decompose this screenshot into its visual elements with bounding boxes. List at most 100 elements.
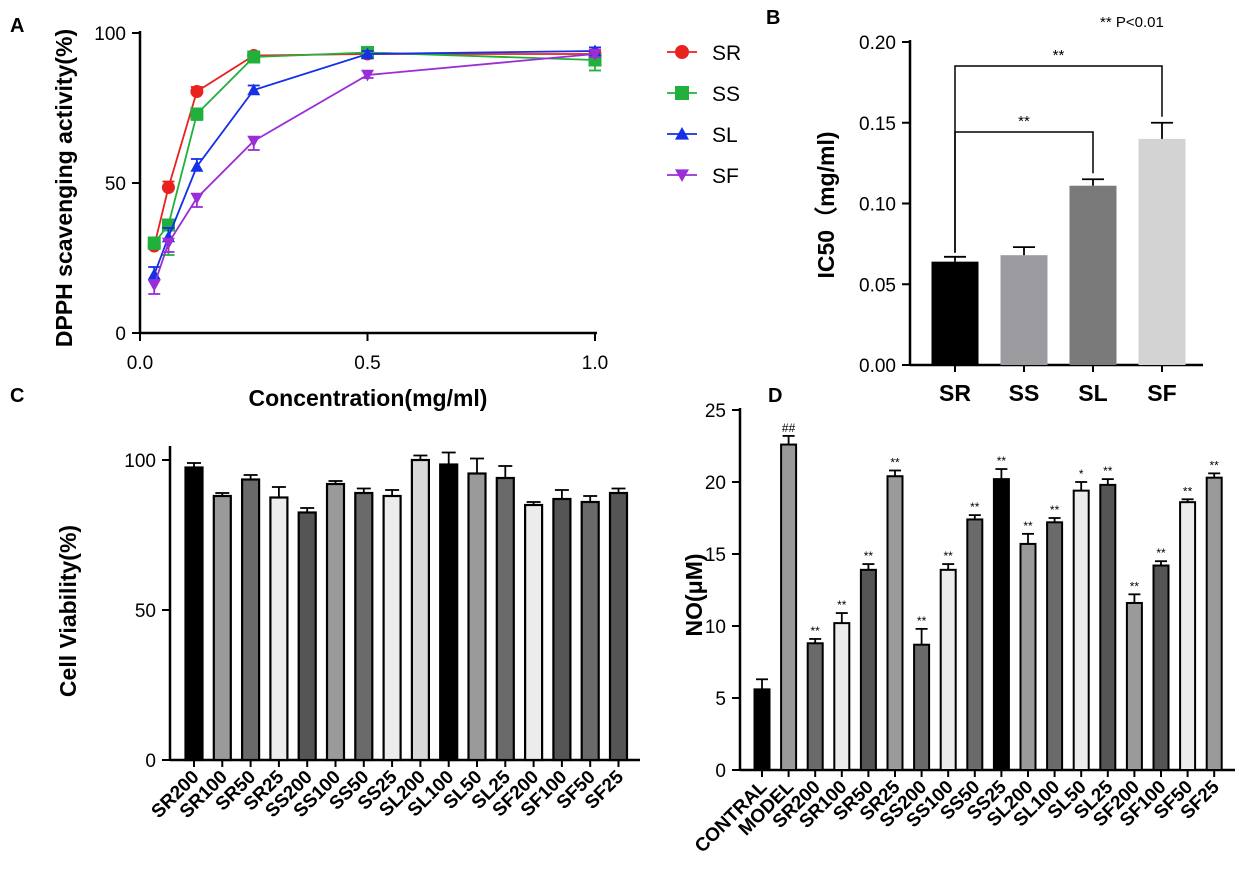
series-SF-point	[161, 237, 175, 250]
series-SF-point	[147, 279, 161, 292]
panel-c-ytick-label: 0	[145, 751, 156, 772]
panel-b-ytick-label: 0.00	[859, 356, 896, 377]
significance-SL25: **	[1103, 464, 1113, 478]
series-SF-line	[153, 53, 596, 286]
panel-a-xtick-label: 1.0	[582, 353, 608, 374]
bar-SS25	[992, 478, 1010, 771]
series-SL-point	[247, 83, 261, 96]
panel-b-category-SL: SL	[1078, 380, 1107, 406]
panel-b-category-SF: SF	[1147, 380, 1176, 406]
significance-SS25: **	[997, 454, 1007, 468]
panel-c-plot: 050100SR200SR100SR50SR25SS200SS100SS50SS…	[124, 446, 640, 823]
bar-SR100	[212, 494, 232, 762]
bar-SF200	[1125, 601, 1143, 772]
bar-SR200	[806, 642, 824, 772]
bar-SR	[931, 261, 979, 365]
series-SR-point	[190, 85, 204, 98]
bar-SR200	[184, 466, 204, 762]
panel-a-plot: 0 50 100 0.0 0.5 1.0 SR SS SL SF	[94, 24, 741, 374]
significance-SL200: **	[1023, 519, 1033, 533]
bar-MODEL	[780, 443, 798, 771]
bar-CONTRAL	[753, 688, 771, 771]
panel-a-xtick-label: 0.0	[127, 353, 153, 374]
significance-SF200: **	[1130, 579, 1140, 593]
bar-SL50	[467, 472, 487, 762]
significance-SR100: **	[837, 598, 847, 612]
significance-label-SL: **	[1018, 113, 1030, 130]
legend-SS-marker	[675, 86, 689, 100]
bar-SS50	[966, 518, 984, 771]
panel-a-xlabel: Concentration(mg/ml)	[249, 385, 488, 411]
significance-SS50: **	[970, 500, 980, 514]
panel-a-label: A	[10, 15, 24, 37]
significance-SR200: **	[811, 624, 821, 638]
legend-SR-marker	[675, 45, 689, 59]
series-SS-point	[247, 50, 261, 64]
panel-c-ylabel: Cell Viability(%)	[55, 525, 81, 697]
panel-b-ytick-label: 0.20	[859, 33, 896, 54]
bar-SF100	[1152, 564, 1170, 772]
series-SL-line	[153, 50, 596, 275]
bar-SL100	[1046, 521, 1064, 771]
bar-SF	[1138, 138, 1186, 365]
bar-SS200	[297, 511, 317, 762]
panel-d-ytick-label: 0	[715, 761, 726, 782]
panel-b-ytick-label: 0.10	[859, 195, 896, 216]
series-SR	[147, 47, 602, 253]
panel-b-ytick-label: 0.05	[859, 275, 896, 296]
bar-SF100	[552, 497, 572, 762]
panel-d-ytick-label: 10	[705, 617, 726, 638]
legend-SF-label: SF	[712, 165, 739, 188]
series-SF-point	[190, 192, 204, 205]
significance-SR25: **	[890, 455, 900, 469]
bar-SL50	[1072, 489, 1090, 771]
series-SR-line	[153, 53, 595, 247]
bar-SF50	[1179, 501, 1197, 771]
bar-SS25	[382, 494, 402, 762]
legend-SR-label: SR	[712, 42, 741, 65]
bar-SS200	[913, 643, 931, 771]
bar-SL	[1069, 185, 1117, 365]
significance-SS100: **	[944, 549, 954, 563]
panel-d-ytick-label: 5	[715, 689, 726, 710]
significance-SL50: *	[1079, 467, 1084, 481]
legend-SL-label: SL	[712, 124, 738, 147]
bar-SL100	[439, 463, 459, 762]
panel-a-ylabel: DPPH scavenging activity(%)	[51, 29, 77, 347]
bar-SF50	[580, 500, 600, 762]
significance-label-SF: **	[1053, 47, 1065, 64]
legend-SS-label: SS	[712, 83, 740, 106]
significance-SS200: **	[917, 614, 927, 628]
panel-d-ylabel: NO(μM)	[681, 553, 707, 636]
panel-a-ytick-label: 100	[94, 24, 126, 45]
bar-SR50	[859, 568, 877, 772]
bar-SS100	[939, 568, 957, 772]
panel-d-label: D	[768, 385, 782, 407]
panel-b-category-SR: SR	[939, 380, 971, 406]
panel-a-ytick-label: 50	[105, 174, 126, 195]
bar-SR100	[833, 622, 851, 771]
bar-SS	[1000, 255, 1048, 365]
significance-SL100: **	[1050, 503, 1060, 517]
panel-c-ytick-label: 100	[124, 451, 156, 472]
panel-b-note: ** P<0.01	[1100, 14, 1164, 31]
panel-b-ylabel: IC50（mg/ml)	[813, 132, 839, 279]
legend-SF-marker	[675, 169, 689, 182]
series-SF-point	[361, 69, 374, 82]
panel-d-ytick-label: 20	[705, 473, 726, 494]
significance-bracket-SF	[954, 65, 1163, 253]
legend-SL-marker	[675, 127, 689, 140]
panel-d-ytick-label: 15	[705, 545, 726, 566]
panel-b-ytick-label: 0.15	[859, 114, 896, 135]
bar-SS50	[354, 491, 374, 762]
panel-c-ytick-label: 50	[135, 601, 156, 622]
series-SF-point	[247, 135, 261, 148]
significance-SF100: **	[1156, 546, 1166, 560]
bar-SR50	[241, 478, 261, 762]
panel-b-category-SS: SS	[1009, 380, 1040, 406]
significance-SF25: **	[1210, 458, 1220, 472]
series-SR-point	[161, 181, 175, 194]
bar-SF200	[523, 503, 544, 762]
bar-SS100	[325, 482, 346, 762]
